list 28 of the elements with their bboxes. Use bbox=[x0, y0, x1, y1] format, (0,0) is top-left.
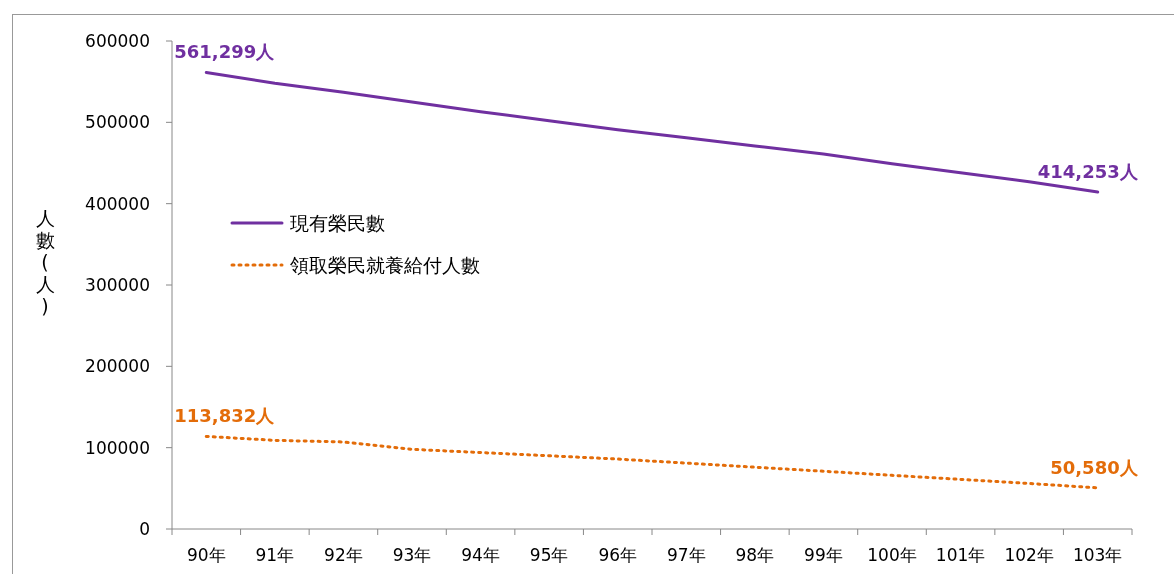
x-tick-label: 96年 bbox=[598, 545, 638, 565]
x-tick-label: 92年 bbox=[324, 545, 363, 565]
y-tick-label: 100000 bbox=[85, 437, 150, 458]
legend-label: 領取榮民就養給付人數 bbox=[290, 254, 480, 276]
legend-label: 現有榮民數 bbox=[290, 212, 385, 234]
x-tick-label: 93年 bbox=[392, 545, 432, 565]
y-tick-label: 200000 bbox=[85, 356, 150, 377]
y-tick-label: 500000 bbox=[85, 112, 150, 133]
x-tick-label: 102年 bbox=[1004, 545, 1054, 565]
data-label: 561,299人 bbox=[174, 41, 276, 63]
x-tick-label: 99年 bbox=[804, 545, 843, 565]
data-label: 50,580人 bbox=[1050, 456, 1139, 478]
x-tick-label: 98年 bbox=[735, 545, 775, 565]
y-tick-label: 600000 bbox=[85, 31, 150, 51]
x-tick-label: 90年 bbox=[186, 545, 226, 565]
data-label: 113,832人 bbox=[174, 405, 276, 427]
x-tick-label: 94年 bbox=[461, 545, 500, 565]
y-tick-label: 0 bbox=[139, 519, 150, 539]
x-tick-label: 103年 bbox=[1072, 545, 1123, 565]
y-tick-label: 400000 bbox=[85, 193, 150, 214]
y-tick-label: 300000 bbox=[85, 275, 150, 295]
y-axis-title: 人數(人) bbox=[35, 207, 55, 317]
x-tick-label: 100年 bbox=[867, 545, 917, 565]
x-tick-label: 101年 bbox=[935, 545, 986, 565]
x-tick-label: 91年 bbox=[255, 545, 295, 565]
x-tick-label: 95年 bbox=[529, 545, 569, 565]
x-tick-label: 97年 bbox=[666, 545, 706, 565]
data-label: 414,253人 bbox=[1037, 161, 1139, 183]
